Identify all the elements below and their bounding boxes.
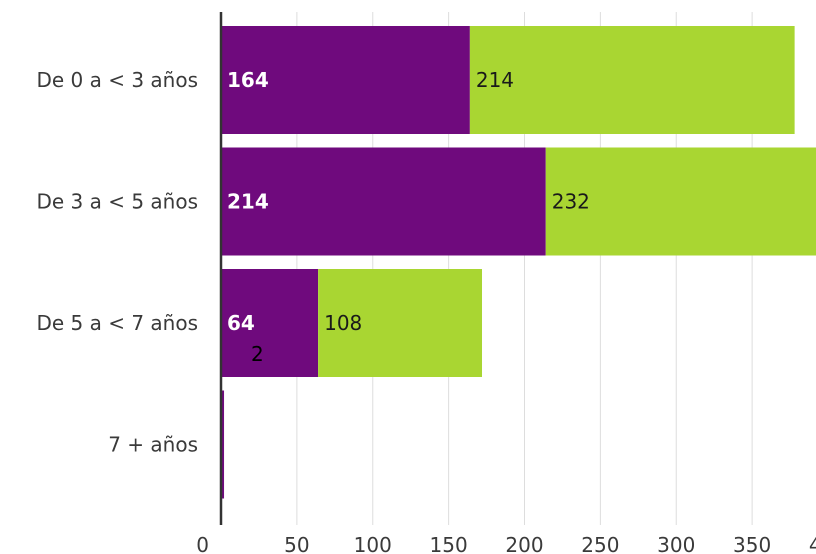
category-label: De 3 a < 5 años [36,190,198,214]
bar-segment [318,269,483,377]
data-labels: 164 214 214 232 64 108 2 [227,68,590,366]
x-tick-label: 200 [505,533,543,554]
annotation-label: 2 [251,342,264,366]
data-label: 214 [227,190,269,214]
category-label: 7 + años [108,433,198,457]
x-tick-label: 400 [809,533,816,554]
x-tick-labels: 0 50 100 150 200 250 300 350 400 [196,533,816,554]
category-label: De 0 a < 3 años [36,68,198,92]
x-tick-label: 250 [581,533,619,554]
x-tick-label: 100 [354,533,392,554]
x-tick-label: 300 [657,533,695,554]
x-tick-label: 150 [430,533,468,554]
data-label: 214 [476,68,514,92]
category-labels: De 0 a < 3 años De 3 a < 5 años De 5 a < 7… [36,68,198,457]
bar-segment [469,26,795,134]
bar-segment [221,147,546,256]
data-label: 64 [227,311,255,335]
bar-segment [221,26,470,134]
data-label: 108 [324,311,362,335]
bar-segment [545,147,816,256]
bars [221,26,816,499]
bar-segment [221,269,319,377]
data-label: 164 [227,68,269,92]
data-label: 232 [552,190,590,214]
x-tick-label: 0 [196,533,209,554]
bar-segment [221,390,225,499]
x-tick-label: 50 [284,533,309,554]
x-tick-label: 350 [733,533,771,554]
category-label: De 5 a < 7 años [36,311,198,335]
